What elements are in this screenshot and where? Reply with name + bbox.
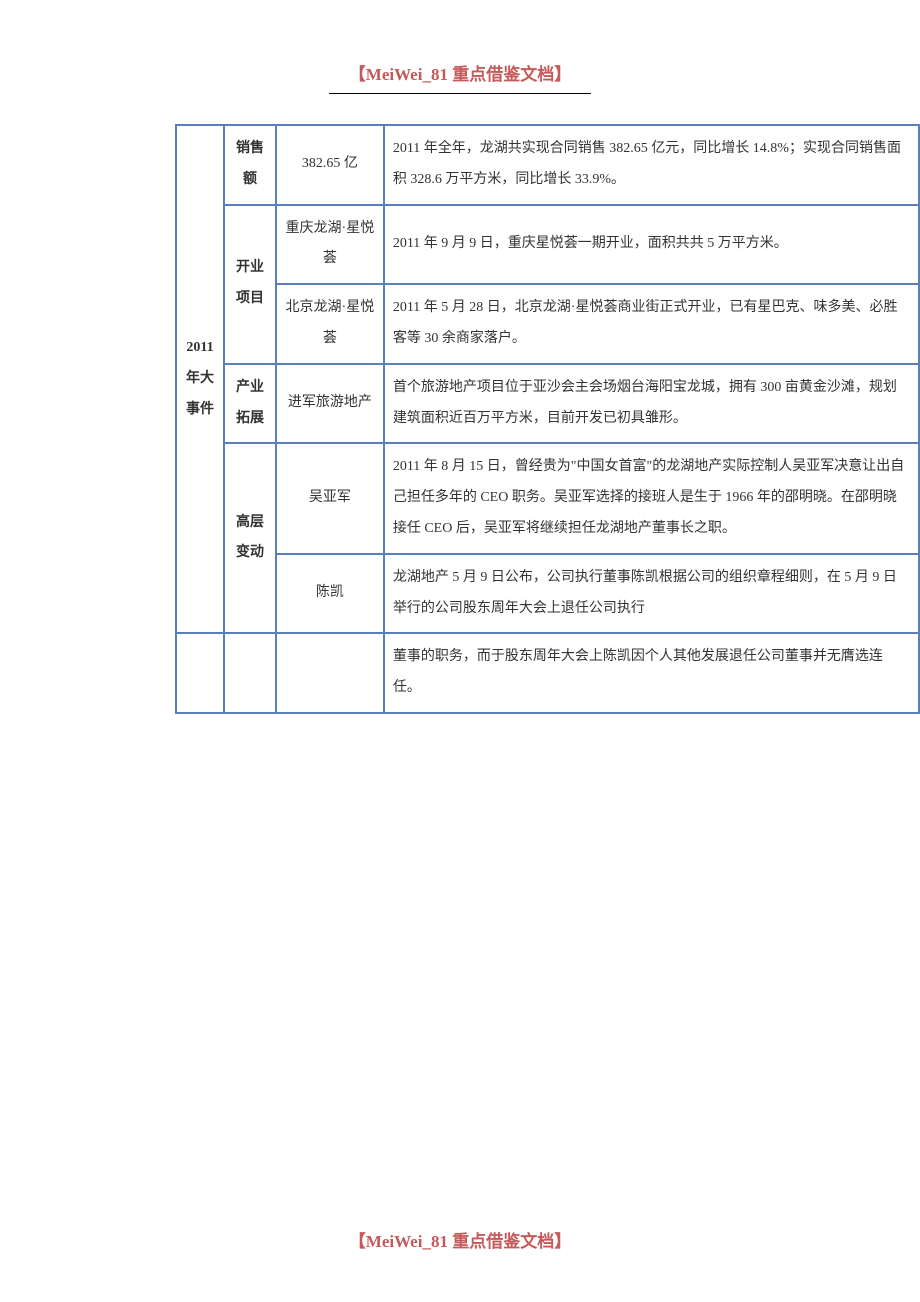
sub-cell: 吴亚军 — [276, 443, 384, 553]
desc-text: 龙湖地产 5 月 9 日公布，公司执行董事陈凯根据公司的组织章程细则，在 5 月… — [385, 555, 918, 633]
desc-text: 董事的职务，而于股东周年大会上陈凯因个人其他发展退任公司董事并无膺选连任。 — [385, 634, 918, 712]
sub-label: 重庆龙湖·星悦荟 — [277, 206, 383, 284]
category-cell: 开业项目 — [224, 205, 276, 364]
sub-cell: 382.65 亿 — [276, 125, 384, 205]
category-cell: 高层变动 — [224, 443, 276, 633]
sub-cell: 进军旅游地产 — [276, 364, 384, 444]
table-row: 2011年大事件 销售额 382.65 亿 2011 年全年，龙湖共实现合同销售… — [176, 125, 919, 205]
table-row: 高层变动 吴亚军 2011 年 8 月 15 日，曾经贵为"中国女首富"的龙湖地… — [176, 443, 919, 553]
category-label: 开业项目 — [225, 245, 275, 323]
main-table: 2011年大事件 销售额 382.65 亿 2011 年全年，龙湖共实现合同销售… — [175, 124, 920, 714]
empty-cell — [224, 633, 276, 713]
page-header: 【MeiWei_81 重点借鉴文档】 — [0, 0, 920, 114]
header-text: 【MeiWei_81 重点借鉴文档】 — [329, 60, 591, 94]
table-row: 开业项目 重庆龙湖·星悦荟 2011 年 9 月 9 日，重庆星悦荟一期开业，面… — [176, 205, 919, 285]
desc-text: 首个旅游地产项目位于亚沙会主会场烟台海阳宝龙城，拥有 300 亩黄金沙滩，规划建… — [385, 365, 918, 443]
desc-cell: 2011 年 5 月 28 日，北京龙湖·星悦荟商业街正式开业，已有星巴克、味多… — [384, 284, 919, 364]
sub-label: 382.65 亿 — [277, 141, 383, 188]
table-container: 2011年大事件 销售额 382.65 亿 2011 年全年，龙湖共实现合同销售… — [175, 124, 920, 714]
category-label: 高层变动 — [225, 500, 275, 578]
sub-cell: 重庆龙湖·星悦荟 — [276, 205, 384, 285]
empty-cell — [176, 633, 224, 713]
table-row: 董事的职务，而于股东周年大会上陈凯因个人其他发展退任公司董事并无膺选连任。 — [176, 633, 919, 713]
desc-cell: 2011 年全年，龙湖共实现合同销售 382.65 亿元，同比增长 14.8%；… — [384, 125, 919, 205]
desc-text: 2011 年 8 月 15 日，曾经贵为"中国女首富"的龙湖地产实际控制人吴亚军… — [385, 444, 918, 552]
desc-text: 2011 年 9 月 9 日，重庆星悦荟一期开业，面积共共 5 万平方米。 — [385, 221, 918, 268]
desc-cell: 董事的职务，而于股东周年大会上陈凯因个人其他发展退任公司董事并无膺选连任。 — [384, 633, 919, 713]
category-label: 产业拓展 — [225, 365, 275, 443]
sub-label: 进军旅游地产 — [277, 380, 383, 427]
category-label: 销售额 — [225, 126, 275, 204]
table-row: 陈凯 龙湖地产 5 月 9 日公布，公司执行董事陈凯根据公司的组织章程细则，在 … — [176, 554, 919, 634]
desc-cell: 2011 年 9 月 9 日，重庆星悦荟一期开业，面积共共 5 万平方米。 — [384, 205, 919, 285]
desc-text: 2011 年 5 月 28 日，北京龙湖·星悦荟商业街正式开业，已有星巴克、味多… — [385, 285, 918, 363]
sub-label: 北京龙湖·星悦荟 — [277, 285, 383, 363]
footer-text: 【MeiWei_81 重点借鉴文档】 — [349, 1232, 571, 1251]
table-row: 北京龙湖·星悦荟 2011 年 5 月 28 日，北京龙湖·星悦荟商业街正式开业… — [176, 284, 919, 364]
empty-cell — [276, 633, 384, 713]
page-footer: 【MeiWei_81 重点借鉴文档】 — [0, 1227, 920, 1252]
sub-cell: 北京龙湖·星悦荟 — [276, 284, 384, 364]
desc-text: 2011 年全年，龙湖共实现合同销售 382.65 亿元，同比增长 14.8%；… — [385, 126, 918, 204]
table-row: 产业拓展 进军旅游地产 首个旅游地产项目位于亚沙会主会场烟台海阳宝龙城，拥有 3… — [176, 364, 919, 444]
year-cell: 2011年大事件 — [176, 125, 224, 633]
desc-cell: 2011 年 8 月 15 日，曾经贵为"中国女首富"的龙湖地产实际控制人吴亚军… — [384, 443, 919, 553]
sub-label: 陈凯 — [277, 570, 383, 617]
desc-cell: 首个旅游地产项目位于亚沙会主会场烟台海阳宝龙城，拥有 300 亩黄金沙滩，规划建… — [384, 364, 919, 444]
desc-cell: 龙湖地产 5 月 9 日公布，公司执行董事陈凯根据公司的组织章程细则，在 5 月… — [384, 554, 919, 634]
sub-cell: 陈凯 — [276, 554, 384, 634]
sub-label: 吴亚军 — [277, 475, 383, 522]
category-cell: 产业拓展 — [224, 364, 276, 444]
category-cell: 销售额 — [224, 125, 276, 205]
year-label: 2011年大事件 — [177, 325, 223, 433]
